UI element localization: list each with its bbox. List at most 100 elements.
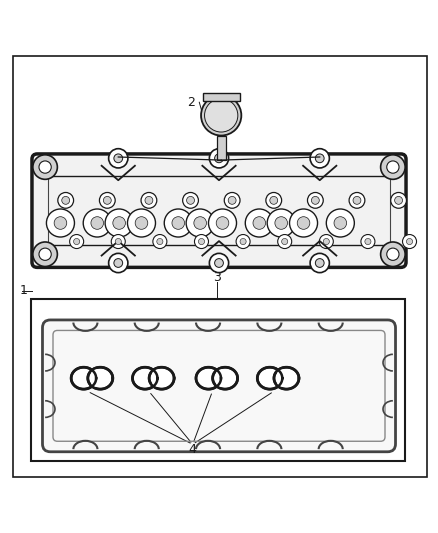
FancyBboxPatch shape	[32, 154, 406, 268]
Circle shape	[282, 238, 288, 245]
Circle shape	[215, 259, 223, 268]
Circle shape	[135, 217, 148, 229]
Circle shape	[153, 235, 167, 248]
Circle shape	[361, 235, 375, 248]
Circle shape	[297, 217, 310, 229]
Text: 2: 2	[187, 96, 195, 109]
Circle shape	[183, 192, 198, 208]
Circle shape	[145, 197, 153, 204]
Bar	[217, 136, 226, 160]
Circle shape	[141, 192, 157, 208]
Circle shape	[39, 248, 51, 260]
Circle shape	[54, 217, 67, 229]
Bar	[31, 300, 405, 462]
Circle shape	[33, 242, 57, 266]
Circle shape	[315, 154, 324, 163]
Circle shape	[201, 95, 241, 135]
Circle shape	[315, 259, 324, 268]
Circle shape	[114, 259, 123, 268]
Circle shape	[387, 248, 399, 260]
Circle shape	[91, 217, 103, 229]
Circle shape	[253, 217, 265, 229]
Circle shape	[157, 238, 163, 245]
Circle shape	[353, 197, 361, 204]
Circle shape	[381, 242, 405, 266]
Circle shape	[208, 209, 237, 237]
Circle shape	[111, 235, 125, 248]
Circle shape	[224, 192, 240, 208]
Ellipse shape	[132, 367, 158, 389]
Circle shape	[115, 238, 121, 245]
Circle shape	[198, 238, 205, 245]
Circle shape	[205, 99, 238, 132]
Circle shape	[270, 197, 278, 204]
Circle shape	[70, 235, 84, 248]
Circle shape	[395, 197, 403, 204]
Circle shape	[58, 192, 74, 208]
Circle shape	[209, 253, 229, 273]
Bar	[91, 369, 101, 387]
Bar	[203, 93, 240, 101]
Circle shape	[245, 209, 273, 237]
Circle shape	[228, 197, 236, 204]
Circle shape	[266, 192, 282, 208]
Ellipse shape	[196, 367, 221, 389]
Ellipse shape	[274, 367, 299, 389]
Ellipse shape	[257, 367, 282, 389]
Bar	[152, 369, 162, 387]
Circle shape	[33, 155, 57, 179]
Circle shape	[187, 197, 194, 204]
Circle shape	[349, 192, 365, 208]
Circle shape	[381, 155, 405, 179]
Bar	[215, 369, 226, 387]
Circle shape	[334, 217, 346, 229]
Circle shape	[194, 235, 208, 248]
Circle shape	[290, 209, 318, 237]
Ellipse shape	[71, 367, 96, 389]
Circle shape	[194, 217, 206, 229]
Ellipse shape	[149, 367, 174, 389]
Circle shape	[99, 192, 115, 208]
FancyBboxPatch shape	[42, 320, 396, 452]
Circle shape	[216, 217, 229, 229]
Circle shape	[164, 209, 192, 237]
Circle shape	[311, 197, 319, 204]
Circle shape	[74, 238, 80, 245]
Circle shape	[83, 209, 111, 237]
Circle shape	[403, 235, 417, 248]
Circle shape	[387, 161, 399, 173]
Circle shape	[186, 209, 214, 237]
Circle shape	[62, 197, 70, 204]
Circle shape	[365, 238, 371, 245]
Bar	[277, 369, 287, 387]
Circle shape	[109, 253, 128, 273]
Ellipse shape	[88, 367, 113, 389]
Circle shape	[278, 235, 292, 248]
Text: 3: 3	[213, 271, 221, 284]
Circle shape	[236, 235, 250, 248]
Circle shape	[326, 209, 354, 237]
Circle shape	[209, 149, 229, 168]
Circle shape	[172, 217, 184, 229]
Circle shape	[310, 253, 329, 273]
Circle shape	[109, 149, 128, 168]
Circle shape	[39, 161, 51, 173]
Circle shape	[391, 192, 406, 208]
Circle shape	[307, 192, 323, 208]
Circle shape	[103, 197, 111, 204]
Circle shape	[275, 217, 287, 229]
Circle shape	[267, 209, 295, 237]
Circle shape	[323, 238, 329, 245]
Circle shape	[105, 209, 133, 237]
Circle shape	[215, 154, 223, 163]
Circle shape	[240, 238, 246, 245]
Circle shape	[46, 209, 74, 237]
Text: 4: 4	[189, 443, 197, 456]
Circle shape	[113, 217, 125, 229]
Circle shape	[114, 154, 123, 163]
Ellipse shape	[213, 367, 237, 389]
Circle shape	[310, 149, 329, 168]
Text: 1: 1	[20, 284, 28, 297]
Circle shape	[406, 238, 413, 245]
Circle shape	[127, 209, 155, 237]
